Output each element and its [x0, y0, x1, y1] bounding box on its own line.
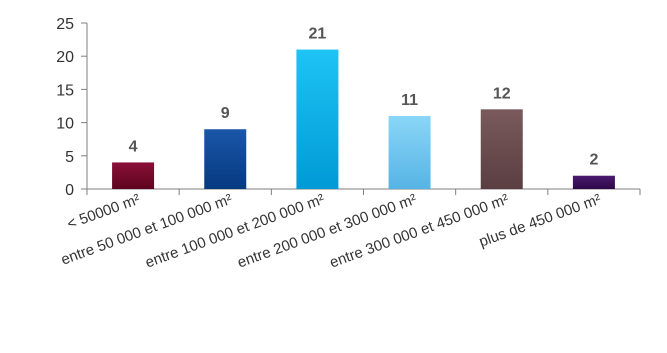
y-tick-label: 0 — [65, 182, 74, 199]
data-labels: 4 9 21 11 12 2 — [129, 26, 599, 169]
bars — [112, 49, 615, 190]
bar-6 — [572, 175, 615, 189]
x-axis — [86, 188, 641, 195]
y-tick-label: 15 — [56, 82, 74, 99]
bar-3 — [296, 49, 339, 190]
y-axis: 0 5 10 15 20 25 — [56, 16, 88, 199]
data-label-4: 11 — [401, 92, 418, 109]
category-label-3: entre 100 000 et 200 000 m² — [143, 191, 327, 272]
y-tick-label: 20 — [56, 49, 74, 66]
data-label-1: 4 — [129, 138, 138, 155]
y-tick-label: 10 — [56, 116, 74, 133]
y-tick-label: 25 — [56, 16, 74, 33]
category-label-4: entre 200 000 et 300 000 m² — [235, 191, 419, 272]
bar-4 — [388, 115, 431, 189]
bar-5 — [480, 109, 523, 189]
category-label-5: entre 300 000 et 450 000 m² — [327, 191, 511, 272]
data-label-5: 12 — [493, 85, 511, 102]
data-label-3: 21 — [309, 26, 327, 43]
bar-1 — [112, 162, 155, 189]
data-label-2: 9 — [221, 105, 230, 122]
y-tick-label: 5 — [65, 149, 74, 166]
data-label-6: 2 — [589, 152, 598, 169]
bar-2 — [204, 129, 247, 189]
